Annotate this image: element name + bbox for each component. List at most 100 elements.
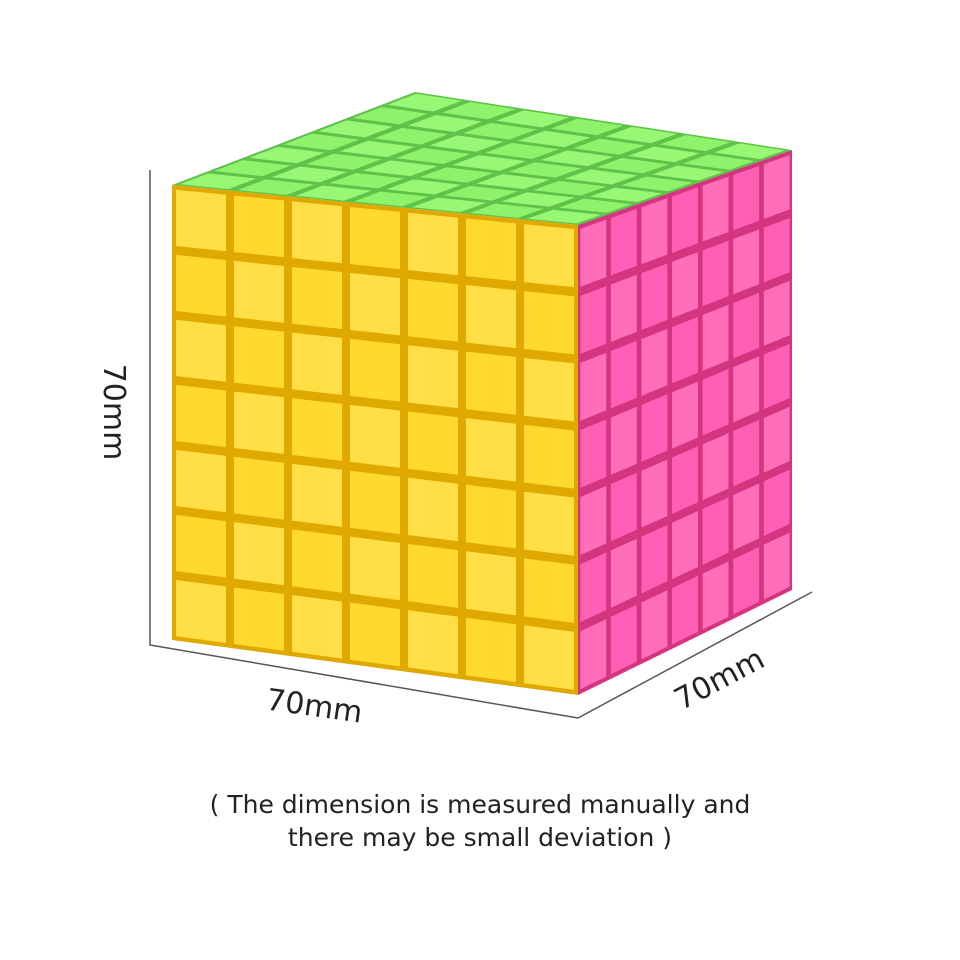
sticker	[579, 484, 608, 557]
sticker	[762, 216, 791, 284]
sticker	[609, 339, 638, 410]
sticker	[174, 513, 228, 579]
sticker	[449, 154, 529, 172]
sticker	[406, 410, 460, 476]
sticker	[522, 490, 576, 557]
note-line: there may be small deviation )	[288, 823, 672, 852]
sticker	[498, 191, 578, 208]
sticker	[383, 178, 464, 196]
sticker	[570, 137, 648, 156]
sticker	[701, 560, 730, 631]
sticker	[290, 593, 344, 660]
sticker	[326, 171, 407, 190]
dimension-lines	[149, 170, 813, 719]
sticker	[609, 537, 638, 610]
sticker	[701, 367, 730, 437]
sticker	[587, 186, 666, 204]
sticker	[348, 205, 402, 271]
sticker	[174, 448, 228, 514]
sticker	[515, 129, 594, 149]
sticker	[732, 482, 761, 552]
sticker	[671, 574, 699, 646]
sticker	[732, 355, 761, 424]
sticker	[232, 390, 286, 456]
sticker	[609, 207, 638, 277]
sticker	[290, 462, 344, 528]
sticker	[406, 476, 460, 543]
sticker	[640, 458, 669, 529]
sticker	[281, 132, 362, 152]
sticker	[593, 156, 672, 175]
sticker	[408, 196, 489, 214]
sticker	[464, 417, 518, 483]
sticker	[671, 445, 699, 516]
sticker	[416, 166, 497, 184]
sticker	[174, 578, 228, 644]
sticker	[530, 179, 609, 197]
sticker	[579, 351, 608, 423]
sticker	[348, 337, 402, 403]
sticker	[640, 523, 669, 595]
sticker	[522, 356, 576, 423]
sticker	[701, 431, 730, 502]
sticker	[609, 471, 638, 543]
sticker	[405, 113, 485, 133]
sticker	[292, 184, 375, 202]
sticker	[522, 624, 576, 692]
sticker	[290, 331, 344, 397]
sticker	[671, 315, 699, 385]
sticker	[315, 119, 396, 139]
sticker	[609, 603, 638, 676]
sticker	[464, 550, 518, 617]
sticker	[505, 161, 585, 179]
sticker	[174, 253, 228, 318]
sticker	[177, 172, 260, 191]
sticker	[174, 188, 228, 253]
sticker	[732, 291, 761, 360]
sticker	[348, 403, 402, 469]
sticker	[680, 153, 757, 171]
sticker	[548, 117, 626, 137]
sticker	[232, 521, 286, 587]
sticker	[174, 318, 228, 383]
sticker	[464, 283, 518, 350]
note-line: ( The dimension is measured manually and	[210, 790, 751, 819]
sticker	[671, 509, 699, 581]
sticker	[732, 545, 761, 616]
sticker	[538, 149, 617, 168]
sticker	[609, 273, 638, 344]
sticker	[555, 197, 635, 214]
sticker	[649, 164, 727, 182]
sticker	[701, 303, 730, 373]
sticker	[290, 397, 344, 462]
sticker	[671, 250, 699, 320]
sticker	[359, 159, 440, 178]
sticker	[762, 279, 791, 348]
sticker	[618, 175, 696, 193]
sticker	[303, 152, 384, 171]
sticker	[174, 383, 228, 449]
sticker	[482, 141, 561, 160]
sticker	[671, 186, 699, 255]
sticker	[524, 208, 604, 225]
sticker	[348, 601, 402, 668]
sticker	[732, 164, 761, 232]
sticker	[493, 109, 572, 129]
sticker	[232, 455, 286, 521]
sticker	[579, 551, 608, 624]
sticker	[579, 218, 608, 288]
sticker	[232, 325, 286, 390]
sticker	[464, 616, 518, 684]
sticker	[348, 469, 402, 536]
cube	[172, 92, 792, 695]
sticker	[246, 145, 328, 165]
sticker	[371, 126, 451, 146]
sticker	[640, 588, 669, 661]
sticker	[522, 557, 576, 624]
sticker	[406, 609, 460, 676]
sticker	[762, 342, 791, 411]
sticker	[211, 159, 294, 178]
sticker	[522, 223, 576, 289]
